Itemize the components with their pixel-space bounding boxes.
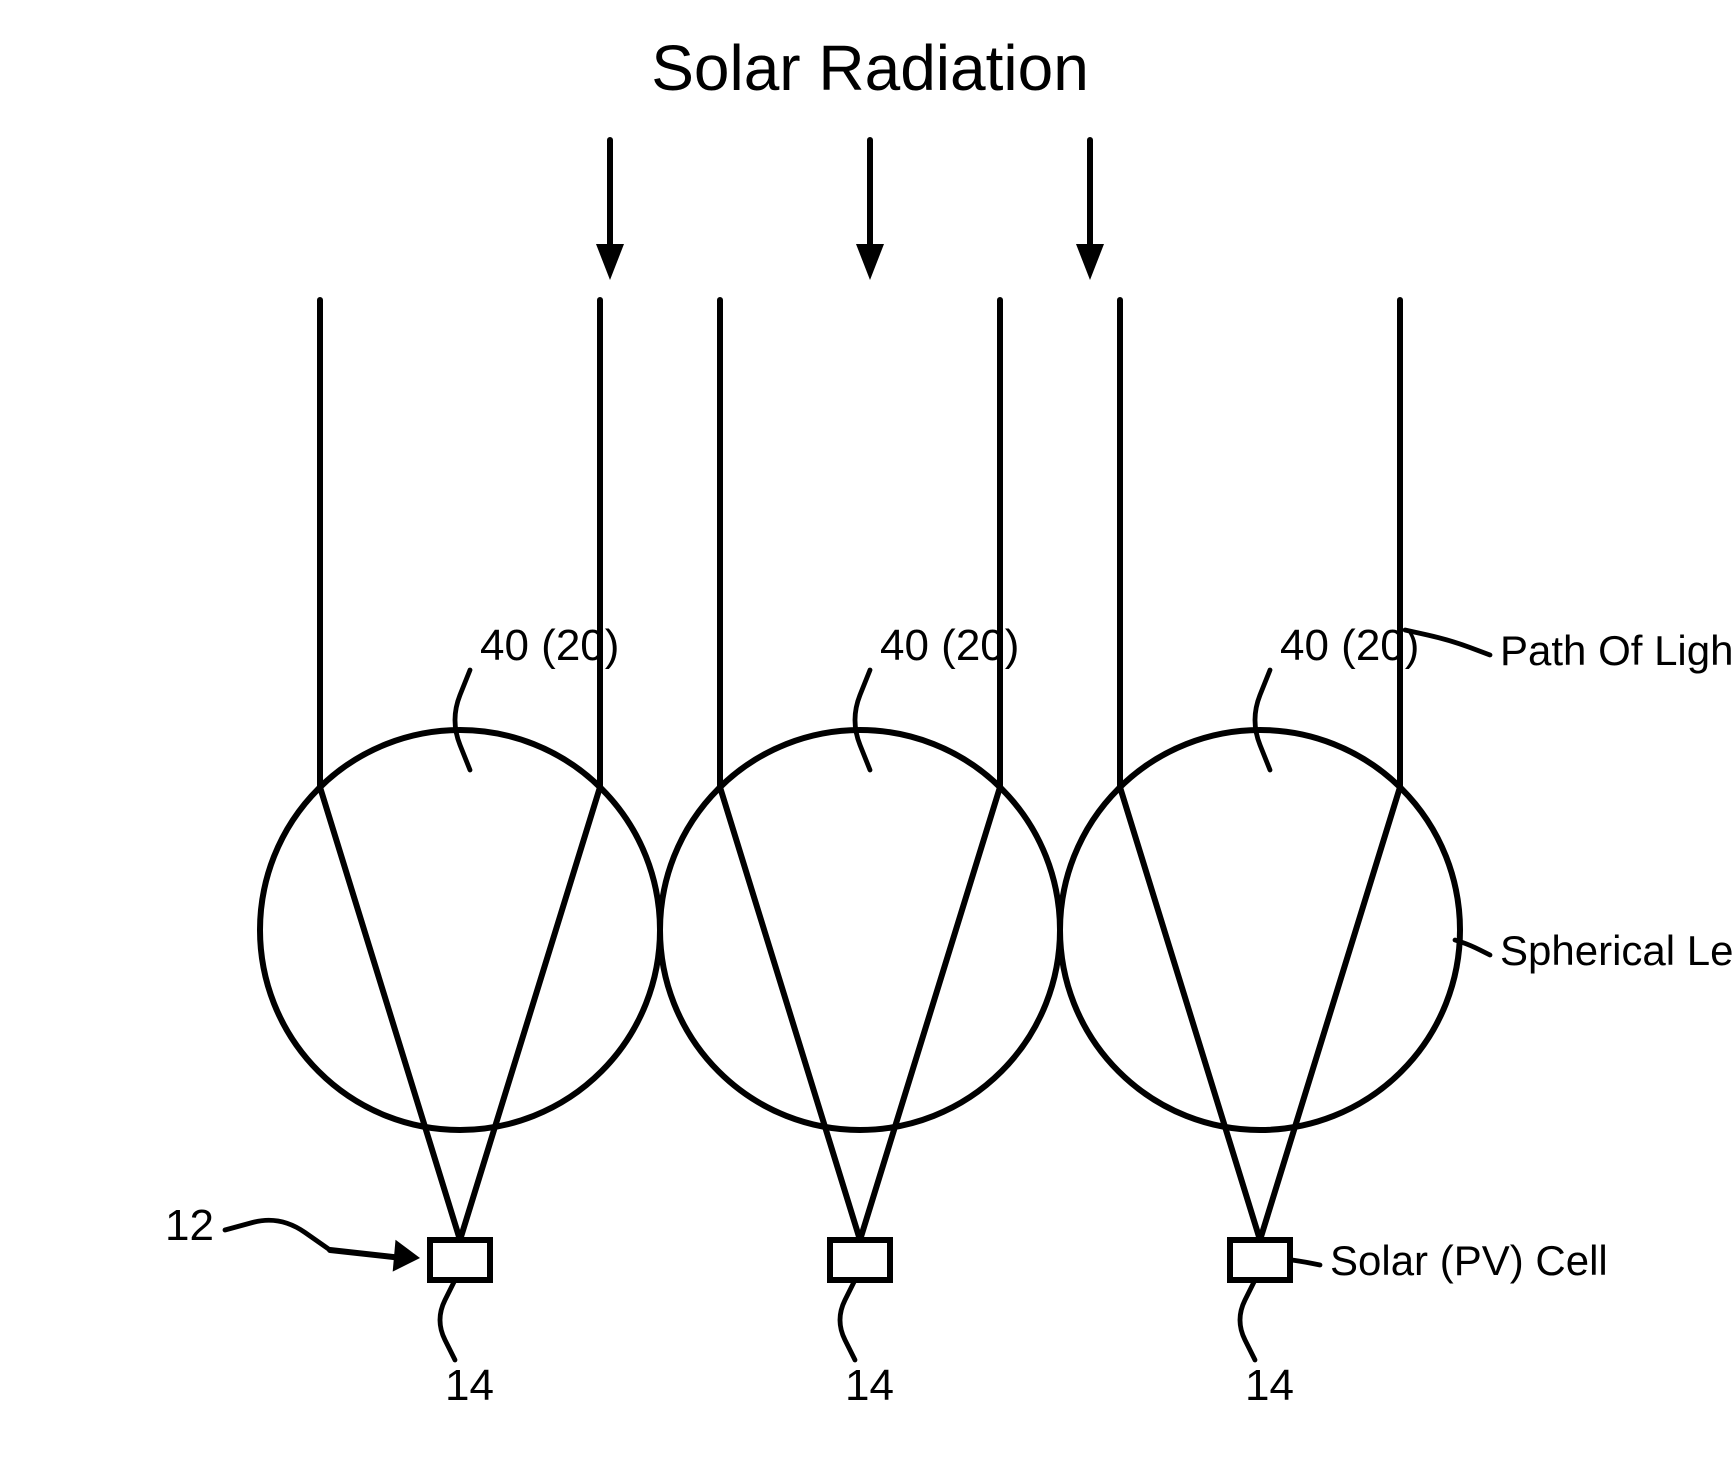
spherical-lens xyxy=(260,730,660,1130)
label-path-of-light: Path Of Light xyxy=(1500,627,1733,674)
label-spherical-lens: Spherical Lens xyxy=(1500,927,1733,974)
ray-converging xyxy=(460,787,600,1240)
ref-label-14: 14 xyxy=(845,1361,894,1410)
spherical-lens xyxy=(1060,730,1460,1130)
pv-cell xyxy=(430,1240,490,1280)
ref-label-12: 12 xyxy=(165,1201,214,1250)
ref-label-40-20: 40 (20) xyxy=(880,621,1019,670)
title-solar-radiation: Solar Radiation xyxy=(651,32,1089,104)
ray-converging xyxy=(1260,787,1400,1240)
ref-label-40-20: 40 (20) xyxy=(1280,621,1419,670)
pv-cell xyxy=(1230,1240,1290,1280)
ref-label-40-20: 40 (20) xyxy=(480,621,619,670)
label-solar-pv-cell: Solar (PV) Cell xyxy=(1330,1237,1608,1284)
solar-lens-diagram: Solar Radiation 40 (20) 14 40 (20) 14 40 (20)… xyxy=(0,0,1733,1465)
ray-converging xyxy=(1120,787,1260,1240)
ray-converging xyxy=(320,787,460,1240)
ray-converging xyxy=(860,787,1000,1240)
ray-converging xyxy=(720,787,860,1240)
ref-label-14: 14 xyxy=(1245,1361,1294,1410)
pv-cell xyxy=(830,1240,890,1280)
spherical-lens xyxy=(660,730,1060,1130)
ref-label-14: 14 xyxy=(445,1361,494,1410)
